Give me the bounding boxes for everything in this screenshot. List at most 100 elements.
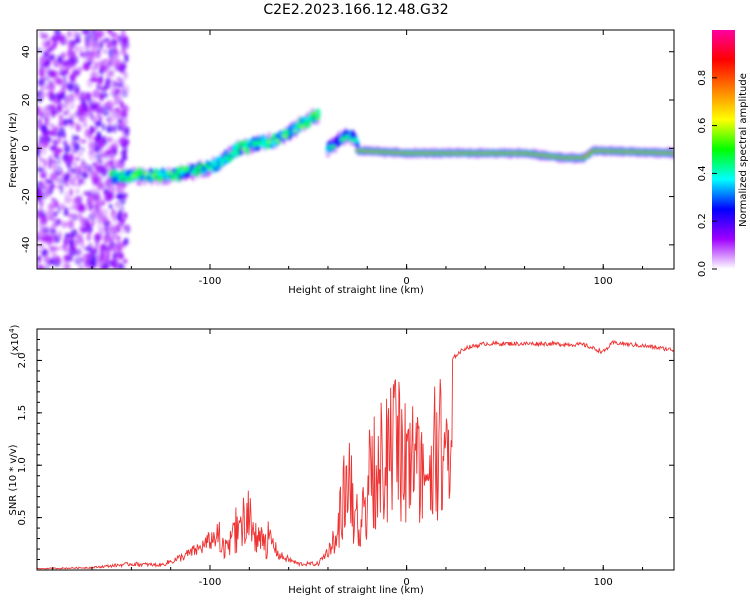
noise-speck xyxy=(48,155,53,166)
spectrogram-frame xyxy=(36,29,675,270)
noise-speck xyxy=(39,124,48,132)
noise-speck xyxy=(86,234,91,242)
noise-speck xyxy=(64,60,70,66)
y-tick-label: -20 xyxy=(21,188,32,204)
noise-speck xyxy=(37,140,42,150)
noise-speck xyxy=(75,248,82,257)
noise-speck xyxy=(38,157,44,163)
noise-speck xyxy=(68,244,77,251)
noise-speck xyxy=(118,204,125,215)
noise-speck xyxy=(44,116,48,121)
track-core xyxy=(148,172,152,176)
noise-speck xyxy=(103,188,108,195)
noise-speck xyxy=(69,73,76,82)
noise-speck xyxy=(59,33,66,39)
track-core xyxy=(327,145,332,149)
x-tick-label: -100 xyxy=(199,577,222,588)
noise-speck xyxy=(96,182,104,190)
noise-speck xyxy=(115,241,120,249)
noise-speck xyxy=(50,70,56,78)
noise-speck xyxy=(100,243,107,250)
track-core xyxy=(349,138,354,142)
noise-speck xyxy=(120,63,126,70)
noise-speck xyxy=(113,80,117,89)
y-tick-label: 0.5 xyxy=(17,510,28,526)
noise-speck xyxy=(48,93,55,102)
noise-speck xyxy=(116,92,124,100)
noise-speck xyxy=(62,258,69,266)
track-core xyxy=(159,173,164,177)
y-tick-label: 1.5 xyxy=(17,405,28,421)
snr-background xyxy=(37,329,674,570)
noise-speck xyxy=(123,105,130,113)
noise-speck xyxy=(111,225,119,234)
snr-plot-area xyxy=(37,339,674,570)
noise-speck xyxy=(96,112,100,119)
noise-speck xyxy=(67,49,73,58)
noise-speck xyxy=(119,100,124,109)
noise-speck xyxy=(87,164,93,174)
noise-speck xyxy=(48,54,54,60)
noise-speck xyxy=(103,225,110,235)
noise-speck xyxy=(45,187,49,197)
noise-speck xyxy=(96,164,104,174)
noise-speck xyxy=(84,44,90,52)
noise-speck xyxy=(97,206,103,213)
noise-speck xyxy=(71,161,78,166)
noise-speck xyxy=(81,52,89,61)
noise-speck xyxy=(104,101,110,108)
noise-speck xyxy=(118,122,126,128)
snr-ylabel: SNR (10 * v/v) xyxy=(8,444,19,515)
noise-speck xyxy=(56,170,65,178)
track-core xyxy=(158,175,163,179)
noise-speck xyxy=(93,61,100,69)
spectrogram-ylabel: Frequency (Hz) xyxy=(8,112,19,188)
track-core xyxy=(120,175,125,179)
noise-speck xyxy=(57,136,62,144)
noise-speck xyxy=(49,225,53,233)
noise-speck xyxy=(65,94,72,104)
noise-speck xyxy=(59,113,63,124)
noise-speck xyxy=(44,83,49,91)
track-core xyxy=(244,145,249,149)
colorbar-label: Normalized spectral amplitude xyxy=(738,73,749,227)
noise-speck xyxy=(57,230,63,240)
noise-speck xyxy=(73,135,80,142)
noise-speck xyxy=(114,143,119,149)
track-core xyxy=(144,171,149,175)
noise-speck xyxy=(85,257,90,267)
noise-speck xyxy=(121,192,129,199)
noise-speck xyxy=(113,247,117,253)
track-core xyxy=(305,121,310,125)
noise-speck xyxy=(37,249,43,254)
noise-speck xyxy=(54,150,60,156)
noise-speck xyxy=(61,265,69,269)
colorbar-tick-label: 0.6 xyxy=(697,118,708,134)
noise-speck xyxy=(74,156,81,162)
noise-speck xyxy=(78,107,85,115)
noise-speck xyxy=(63,110,68,116)
noise-speck xyxy=(101,38,107,45)
track-core xyxy=(135,172,140,176)
noise-speck xyxy=(53,246,61,251)
noise-speck xyxy=(67,84,74,92)
noise-speck xyxy=(77,212,83,219)
track-core xyxy=(231,151,236,155)
noise-speck xyxy=(106,61,113,68)
noise-speck xyxy=(69,175,77,184)
noise-speck xyxy=(91,219,95,227)
noise-speck xyxy=(97,211,101,217)
noise-speck xyxy=(69,113,76,120)
noise-speck xyxy=(64,240,68,247)
noise-speck xyxy=(90,71,99,79)
noise-speck xyxy=(112,217,117,224)
y-tick-label: -40 xyxy=(21,237,32,253)
noise-speck xyxy=(122,225,129,231)
noise-speck xyxy=(112,159,121,168)
x-tick-label: 0 xyxy=(403,577,409,588)
track-core xyxy=(153,170,157,174)
noise-speck xyxy=(49,123,55,129)
noise-speck xyxy=(110,86,116,94)
noise-speck xyxy=(110,235,115,245)
noise-speck xyxy=(101,208,109,217)
